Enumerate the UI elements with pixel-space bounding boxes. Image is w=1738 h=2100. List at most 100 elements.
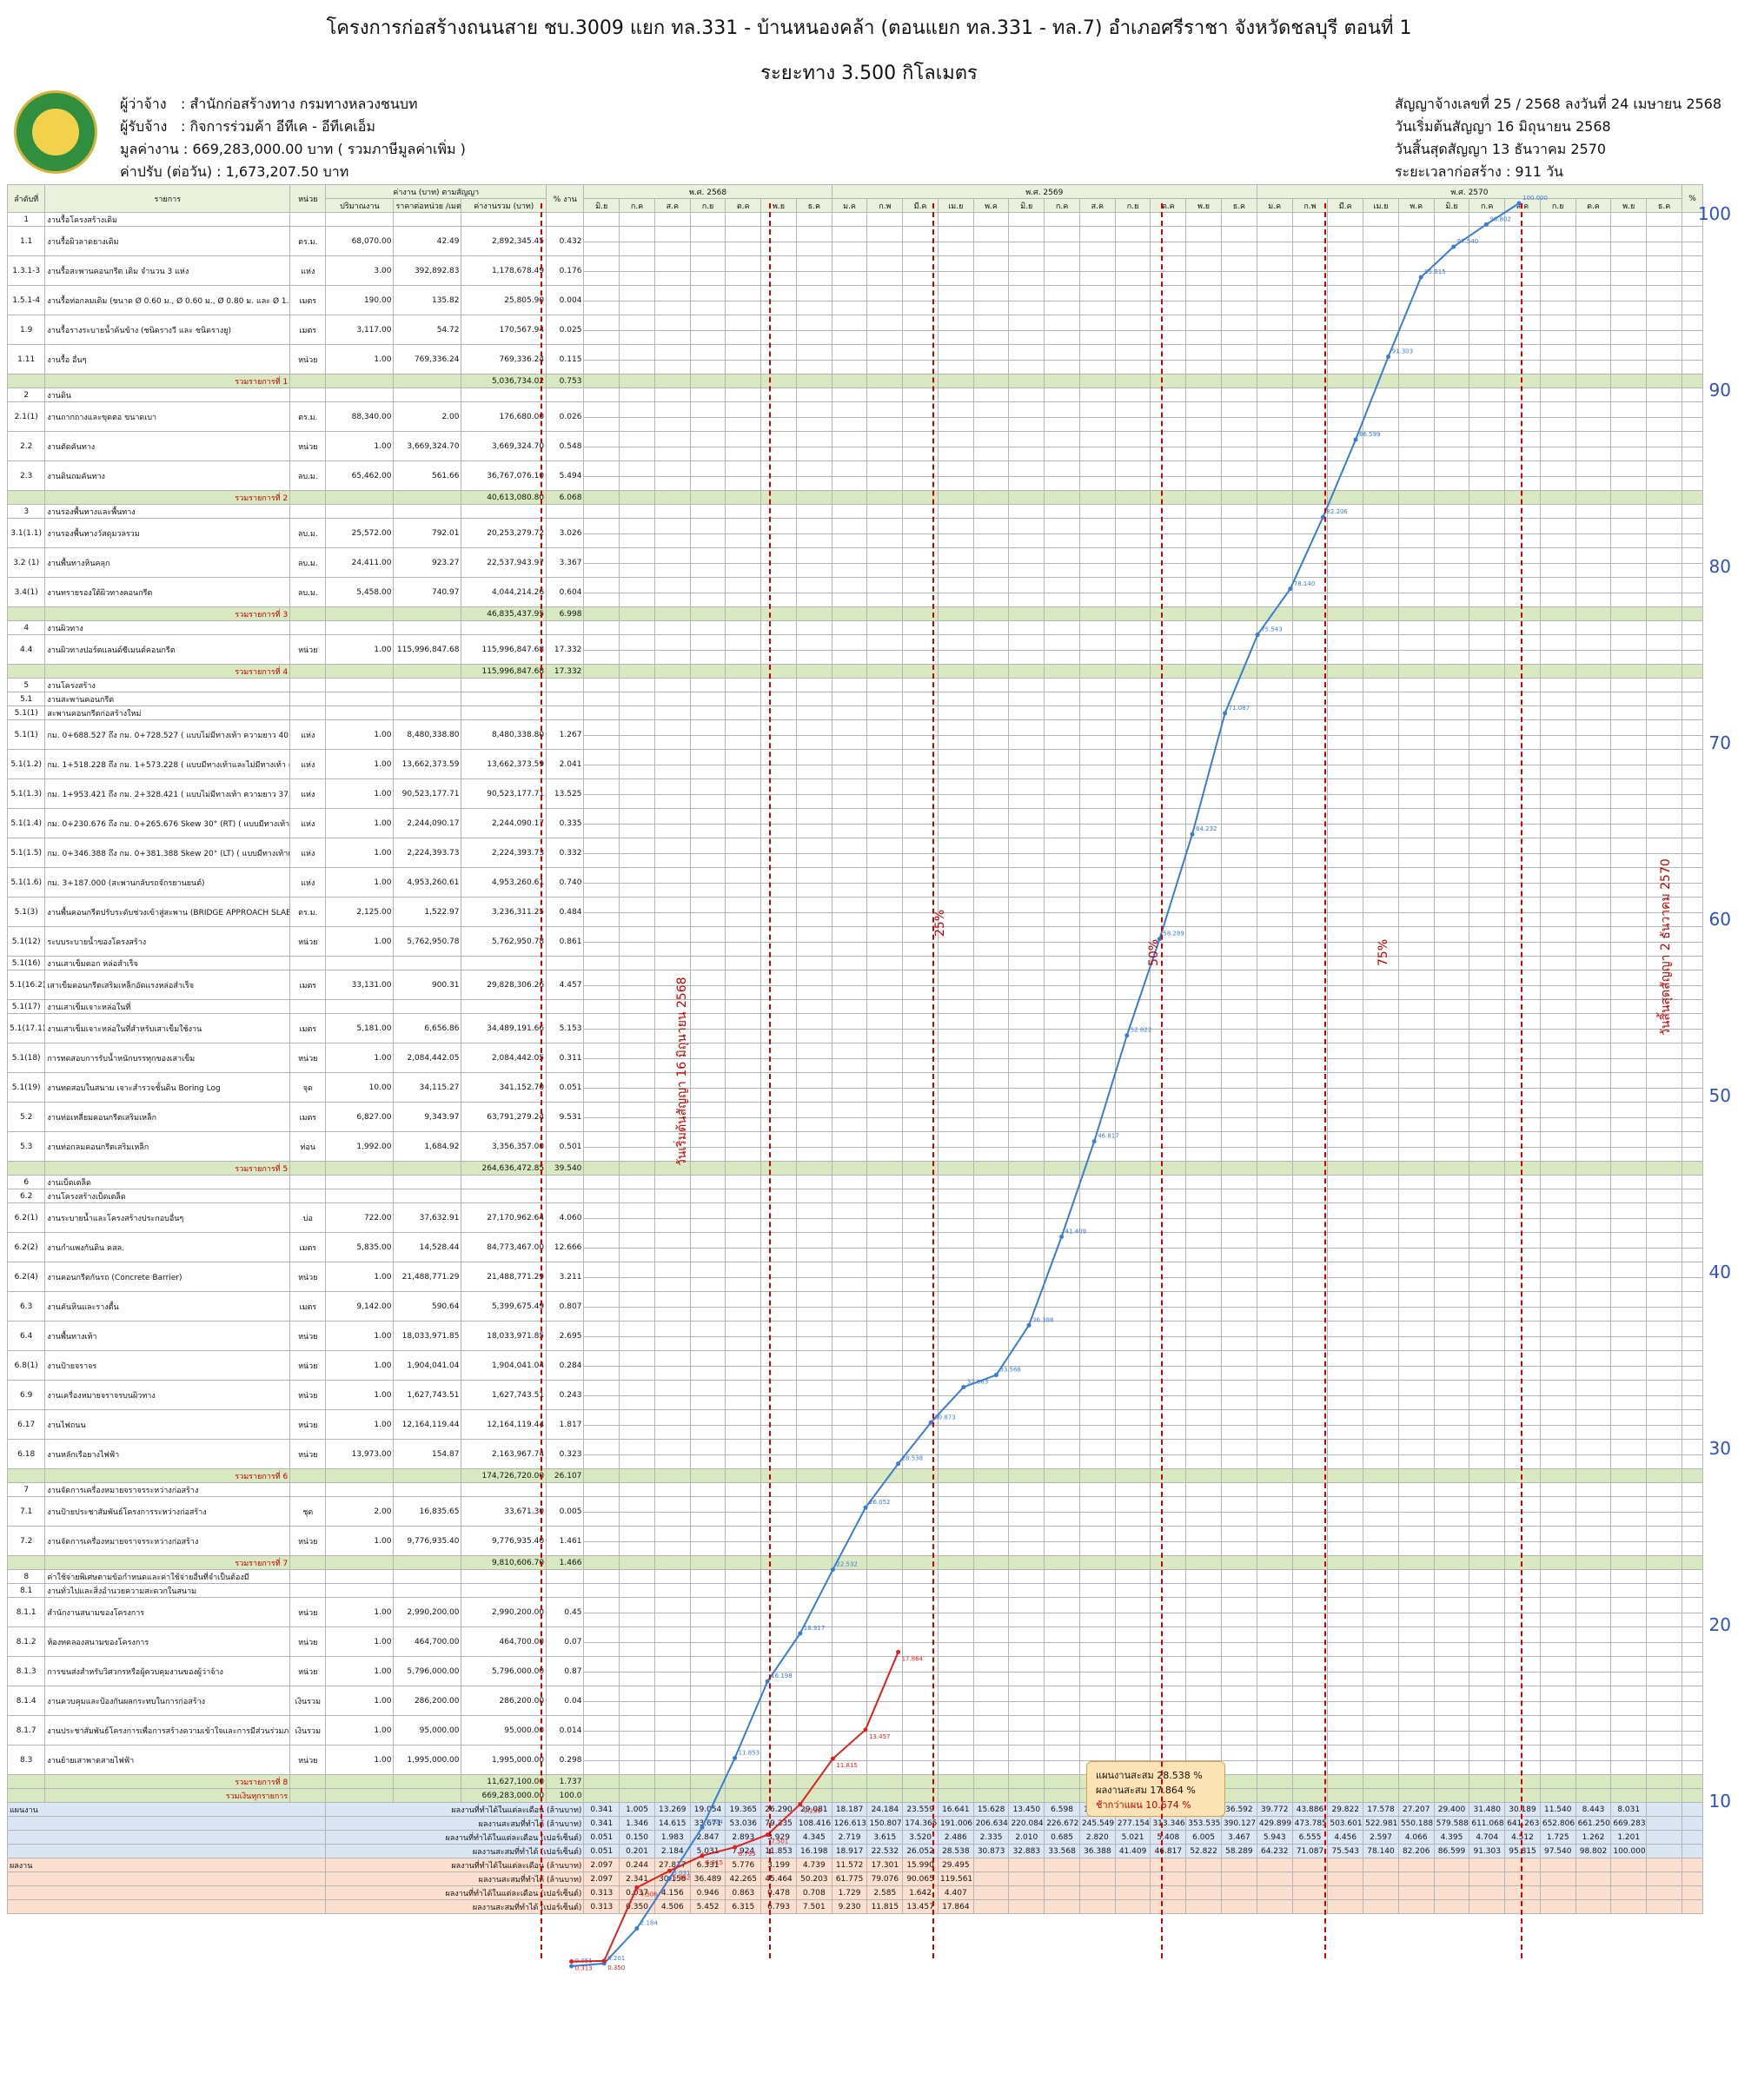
row-seq: 1.3.1-3 [6, 255, 46, 286]
table-row [8, 476, 1703, 491]
point-label: 78.140 [1294, 580, 1316, 587]
row-item: งานรื้อสะพานคอนกรีต เดิม จำนวน 3 แห่ง [44, 255, 291, 286]
milestone-line [1161, 203, 1164, 1958]
callout-actual: ผลงานสะสม 17.864 % [1096, 1785, 1196, 1796]
row-item: งานตัดคันทาง [44, 431, 291, 461]
month-6: ธ.ค [795, 198, 833, 213]
col-unit: หน่วย [289, 184, 327, 213]
month-4: ต.ค [725, 198, 762, 213]
series-point [1483, 222, 1489, 227]
point-label: 18.917 [804, 1625, 826, 1632]
series-point [1091, 1139, 1097, 1144]
month-2: ส.ค [653, 198, 691, 213]
series-point [634, 1885, 640, 1891]
point-label: 16.198 [771, 1673, 793, 1679]
row-item: รวมรายการที่ 2 [44, 490, 291, 505]
month-27: ก.ย [1539, 198, 1576, 213]
table-row: 2.1(1) งานถากถางและขุดตอ ขนาดเบา ตร.ม. 88,3… [6, 401, 1703, 432]
row-unit [289, 374, 327, 388]
series-point [863, 1505, 868, 1510]
series-point [798, 1802, 803, 1807]
point-label: 41.409 [1065, 1228, 1087, 1235]
year-2570: พ.ศ. 2570 [1256, 184, 1683, 199]
series-point [993, 1373, 998, 1378]
series-point [667, 1868, 672, 1873]
series-point [733, 1845, 738, 1850]
month-28: ต.ค [1575, 198, 1612, 213]
month-cell [725, 490, 762, 505]
point-label: 0.350 [607, 1964, 625, 1971]
point-label: 6.793 [739, 1851, 756, 1858]
table-row [8, 417, 1703, 432]
point-label: 52.822 [1131, 1027, 1152, 1034]
year-2568: พ.ศ. 2568 [583, 184, 833, 199]
point-label: 5.452 [673, 1874, 690, 1881]
month-21: มี.ค [1327, 198, 1364, 213]
month-cell [1327, 374, 1364, 388]
series-point [961, 1384, 966, 1389]
month-cell [866, 374, 904, 388]
series-point [1255, 632, 1260, 637]
row-unit: ลบ.ม. [289, 518, 327, 548]
point-label: 98.802 [1489, 215, 1511, 222]
row-pct: 0.548 [546, 431, 585, 461]
right-cell [1682, 374, 1703, 388]
row-total: 5,036,734.02 [461, 374, 547, 388]
point-label: 95.815 [1424, 268, 1446, 275]
series-line-0 [571, 202, 1520, 1967]
row-seq [6, 374, 46, 388]
point-label: 33.568 [999, 1367, 1021, 1374]
month-cell [972, 374, 1010, 388]
series-point [1124, 1033, 1130, 1038]
point-label: 32.883 [967, 1378, 989, 1385]
month-cell [1220, 490, 1257, 505]
point-label: 2.184 [640, 1920, 659, 1927]
row-qty: 3.00 [325, 255, 395, 286]
point-label: 22.532 [836, 1561, 858, 1568]
row-item: งานรื้อผิวลาดยางเดิม [44, 226, 291, 256]
end-date: วันสิ้นสุดสัญญา 13 ธันวาคม 2570 [1395, 141, 1607, 157]
contractor-line: ผู้รับจ้าง: กิจการร่วมค้า อีทีเค - อีทีเ… [120, 118, 375, 135]
milestone-line [1324, 203, 1327, 1958]
col-unit-price: ราคาต่อหน่วย /เมตร (บาท) [393, 198, 462, 213]
end-marker-label: วันสิ้นสุดสัญญา 2 ธันวาคม 2570 [1659, 858, 1673, 1036]
row-total: 3,669,324.70 [461, 431, 547, 461]
series-point [830, 1756, 835, 1761]
milestone-50: 50% [1147, 938, 1161, 966]
month-cell [1114, 490, 1151, 505]
table-row: 2 งานดิน [6, 388, 1703, 402]
series-point [798, 1631, 803, 1636]
point-label: 71.087 [1229, 705, 1250, 712]
col-seq: ลำดับที่ [6, 184, 46, 213]
point-label: 30.873 [934, 1414, 956, 1421]
point-label: 6.315 [706, 1859, 723, 1866]
point-label: 36.388 [1032, 1316, 1054, 1323]
col-pct-right: % [1682, 184, 1703, 213]
duration: ระยะเวลาก่อสร้าง : 911 วัน [1395, 163, 1563, 180]
col-pct: % งาน [546, 184, 585, 213]
row-qty: 68,070.00 [325, 226, 395, 256]
month-11: พ.ค [972, 198, 1010, 213]
page-title: โครงการก่อสร้างถนนสาย ชบ.3009 แยก ทล.331… [326, 17, 1412, 39]
row-seq: 1.1 [6, 226, 46, 256]
series-point [1418, 275, 1423, 280]
point-label: 26.052 [869, 1499, 891, 1506]
row-item: งานถากถางและขุดตอ ขนาดเบา [44, 401, 291, 432]
month-cell [653, 374, 691, 388]
row-unit-price: 3,669,324.70 [393, 431, 462, 461]
progress-table: ลำดับที่ รายการ หน่วย ค่างาน (บาท) ตามสั… [6, 184, 1703, 1914]
point-label: 28.538 [902, 1455, 924, 1462]
row-unit: ลบ.ม. [289, 460, 327, 491]
month-cell [1078, 490, 1116, 505]
row-unit-price [393, 374, 462, 388]
row-seq: 1.9 [6, 315, 46, 345]
s-curve-chart: 0.051 0.2012.1845.0317.92411.85316.19818.… [569, 195, 1548, 1972]
series-point [1451, 244, 1456, 249]
point-label: 86.599 [1359, 431, 1381, 438]
month-cell [1646, 374, 1682, 388]
month-1: ก.ค [619, 198, 655, 213]
row-unit-price: 2.00 [393, 401, 462, 432]
point-label: 46.817 [1098, 1133, 1119, 1140]
point-label: 82.206 [1326, 508, 1348, 515]
series-point [1223, 711, 1228, 716]
